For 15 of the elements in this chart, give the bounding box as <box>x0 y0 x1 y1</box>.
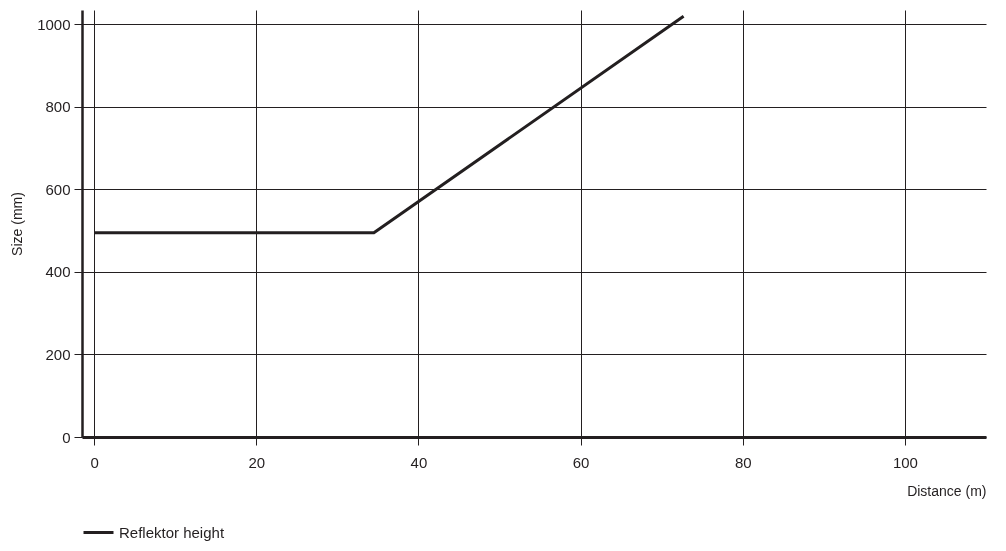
legend-label: Reflektor height <box>119 523 225 541</box>
y-tick-label: 200 <box>45 345 71 363</box>
y-tick-label: 400 <box>45 263 71 281</box>
y-tick-label: 800 <box>45 98 71 116</box>
x-tick-label: 80 <box>734 453 752 471</box>
y-axis-title: Size (mm) <box>9 192 26 256</box>
x-tick-label: 40 <box>410 453 428 471</box>
x-axis-title: Distance (m) <box>907 482 987 499</box>
y-tick-label: 0 <box>62 428 71 446</box>
x-tick-label: 20 <box>248 453 266 471</box>
x-tick-label: 60 <box>572 453 590 471</box>
x-tick-label: 0 <box>90 453 99 471</box>
y-tick-label: 600 <box>45 180 71 198</box>
y-tick-label: 1000 <box>37 15 71 33</box>
x-tick-label: 100 <box>892 453 918 471</box>
